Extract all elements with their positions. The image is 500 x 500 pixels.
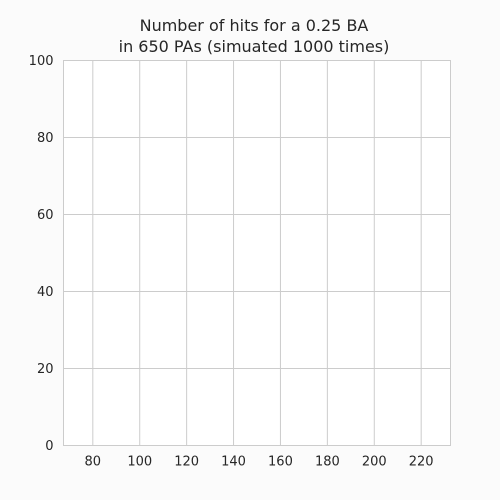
chart-title-line-2: in 650 PAs (simuated 1000 times): [119, 37, 390, 56]
y-axis-ticks: 0 20 40 60 80 100: [29, 54, 54, 454]
x-tick-label: 140: [221, 455, 246, 470]
y-tick-label: 20: [37, 362, 54, 377]
x-tick-label: 220: [409, 455, 434, 470]
plot-area: [63, 60, 451, 446]
y-tick-label: 60: [37, 208, 54, 223]
x-tick-label: 160: [268, 455, 293, 470]
x-tick-label: 120: [174, 455, 199, 470]
y-tick-label: 40: [37, 285, 54, 300]
x-tick-label: 180: [315, 455, 340, 470]
x-axis-ticks: 80 100 120 140 160 180 200 220: [85, 455, 434, 470]
grid: [63, 60, 451, 446]
x-tick-label: 200: [362, 455, 387, 470]
y-tick-label: 0: [45, 439, 53, 454]
x-tick-label: 80: [85, 455, 102, 470]
y-tick-label: 100: [29, 54, 54, 69]
y-tick-label: 80: [37, 131, 54, 146]
x-tick-label: 100: [127, 455, 152, 470]
chart-title-line-1: Number of hits for a 0.25 BA: [140, 16, 369, 35]
